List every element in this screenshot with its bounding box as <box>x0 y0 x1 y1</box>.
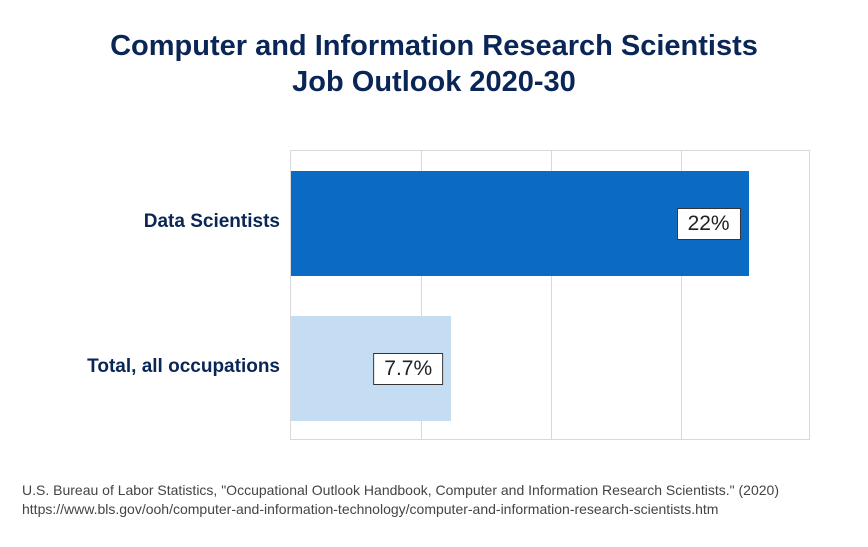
title-line-1: Computer and Information Research Scient… <box>110 30 758 62</box>
plot-area: 22% 7.7% <box>290 150 810 440</box>
chart-title: Computer and Information Research Scient… <box>0 0 868 101</box>
y-label-1: Total, all occupations <box>60 356 280 378</box>
source-line-2: https://www.bls.gov/ooh/computer-and-inf… <box>22 500 779 519</box>
source-line-1: U.S. Bureau of Labor Statistics, "Occupa… <box>22 481 779 500</box>
y-label-0: Data Scientists <box>60 211 280 233</box>
title-line-2: Job Outlook 2020-30 <box>292 66 576 98</box>
bar-chart: Data Scientists Total, all occupations 2… <box>60 150 820 440</box>
bar-value-label-1: 7.7% <box>373 353 443 385</box>
source-citation: U.S. Bureau of Labor Statistics, "Occupa… <box>22 481 779 519</box>
y-axis-labels: Data Scientists Total, all occupations <box>60 150 290 440</box>
bar-value-label-0: 22% <box>677 208 741 240</box>
